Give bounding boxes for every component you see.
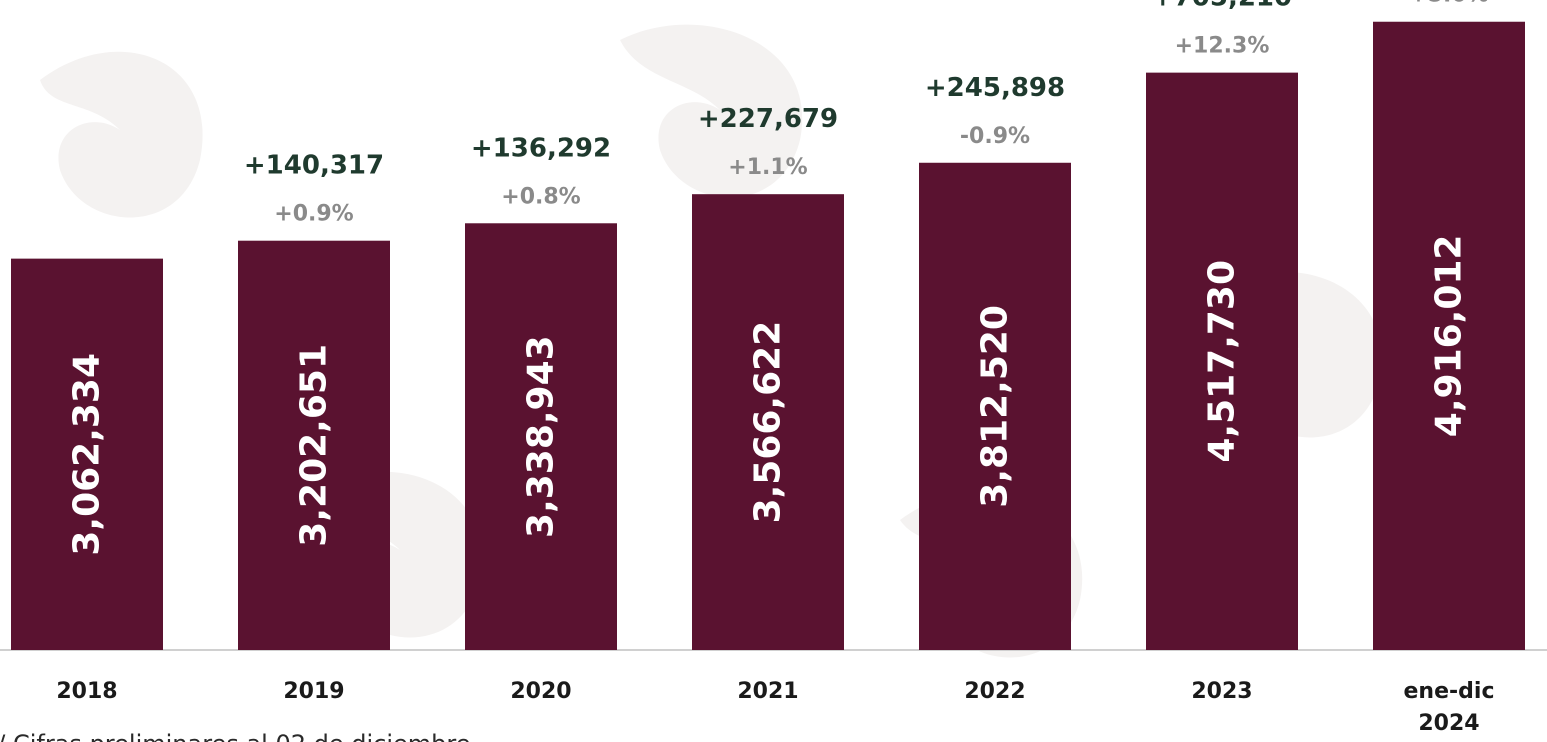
category-label-0: 2018	[56, 679, 117, 704]
bar-value-label-2: 3,338,943	[521, 335, 562, 538]
bar-5	[1146, 72, 1298, 651]
change-pct-label-6: +5.0%	[1409, 0, 1488, 8]
change-pct-label-1: +0.9%	[274, 202, 353, 227]
category-label-3: 2021	[737, 679, 798, 704]
change-abs-label-5: +705,210	[1152, 0, 1292, 13]
change-pct-label-4: -0.9%	[960, 124, 1030, 149]
change-abs-label-1: +140,317	[244, 151, 384, 181]
change-pct-label-3: +1.1%	[728, 155, 807, 180]
change-abs-label-3: +227,679	[698, 104, 838, 134]
bar-3	[692, 194, 844, 650]
bar-value-label-1: 3,202,651	[294, 344, 335, 547]
bar-6	[1373, 21, 1525, 651]
bar-1	[238, 240, 390, 650]
change-abs-label-2: +136,292	[471, 133, 611, 163]
category-label-1: 2019	[283, 679, 344, 704]
footnote: 1/ Cifras preliminares al 02 de diciembr…	[0, 730, 471, 742]
change-pct-label-2: +0.8%	[501, 184, 580, 209]
change-pct-label-5: +12.3%	[1175, 34, 1270, 59]
bar-2	[465, 223, 617, 650]
bar-value-label-5: 4,517,730	[1202, 260, 1243, 463]
bar-0	[11, 258, 163, 650]
category-label-2: 2020	[510, 679, 571, 704]
category-label-4: 2022	[964, 679, 1025, 704]
bar-value-label-0: 3,062,334	[67, 353, 108, 556]
bar-value-label-6: 4,916,012	[1429, 235, 1470, 438]
bar-4	[919, 162, 1071, 650]
category-label-5: 2023	[1191, 679, 1252, 704]
category-label-6: ene-dic 2024	[1404, 679, 1495, 736]
bar-value-label-4: 3,812,520	[975, 305, 1016, 508]
bar-value-label-3: 3,566,622	[748, 321, 789, 524]
change-abs-label-4: +245,898	[925, 73, 1065, 103]
